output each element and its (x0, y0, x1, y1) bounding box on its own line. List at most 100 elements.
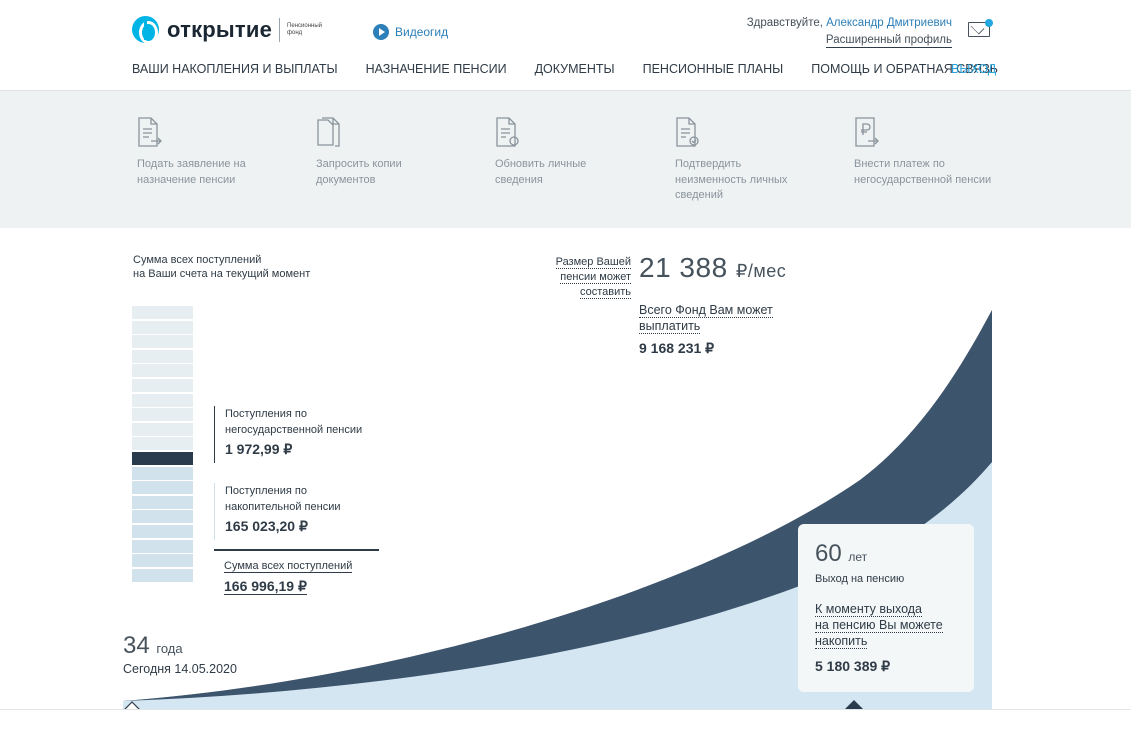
summary-title: Сумма всех поступлений на Ваши счета на … (133, 254, 310, 281)
pension-amount: 21 388 (639, 252, 728, 283)
logo[interactable]: открытие Пенсионный фонд (132, 16, 329, 44)
user-name[interactable]: Александр Дмитриевич (826, 17, 952, 29)
pension-size-label[interactable]: Размер Вашей пенсии может составить (540, 255, 631, 300)
current-age: 34 года (123, 632, 183, 660)
stack-segment (132, 408, 193, 422)
bottom-divider (0, 709, 1131, 710)
stack-segment-funded (132, 495, 193, 509)
total-value: 166 996,19 ₽ (224, 578, 307, 595)
play-icon (373, 24, 389, 40)
action-label: Запросить копии документов (316, 158, 402, 186)
fund-label-line: выплатить (639, 319, 701, 334)
document-check-icon (675, 117, 701, 149)
ruble-document-icon (854, 117, 880, 149)
action-update-info[interactable]: Обновить личные сведения (495, 117, 635, 188)
retire-marker-icon (845, 700, 863, 709)
stack-segment (132, 320, 193, 334)
retire-sub: Выход на пенсию (815, 573, 905, 585)
retire-age-value: 60 (815, 540, 842, 567)
stack-segment (132, 306, 193, 319)
accum-line: на пенсию Вы можете (815, 618, 943, 633)
stack-segment-funded (132, 539, 193, 553)
stack-segment-funded (132, 554, 193, 568)
retirement-card: 60 лет Выход на пенсию К моменту выхода … (798, 524, 974, 692)
stack-segment-funded (132, 524, 193, 538)
logo-subtitle: Пенсионный фонд (287, 22, 322, 36)
stack-segment (132, 364, 193, 378)
stack-segment (132, 335, 193, 349)
greeting: Здравствуйте, Александр Дмитриевич (747, 17, 952, 29)
fund-payout-label[interactable]: Всего Фонд Вам может выплатить (639, 302, 789, 334)
header-divider (0, 90, 1131, 91)
legend-nongov: Поступления по негосударственной пенсии … (214, 406, 374, 463)
retire-age-unit: лет (848, 550, 868, 564)
pension-unit: ₽/мес (735, 261, 787, 281)
stack-segment-funded (132, 510, 193, 524)
stack-segment-funded (132, 481, 193, 495)
summary-title-line: Сумма всех поступлений (133, 254, 262, 266)
action-label: Обновить личные сведения (495, 158, 587, 186)
pension-label-line: пенсии может (560, 271, 631, 284)
nav-item-documents[interactable]: ДОКУМЕНТЫ (534, 62, 615, 76)
copy-document-icon (316, 117, 342, 149)
pension-value: 21 388 ₽/мес (639, 252, 786, 284)
legend-funded-label: Поступления по накопительной пенсии (225, 485, 341, 513)
growth-area-funded (123, 462, 992, 710)
action-request-copies[interactable]: Запросить копии документов (316, 117, 456, 188)
fund-payout-value: 9 168 231 ₽ (639, 340, 715, 356)
document-arrow-icon (137, 117, 163, 149)
total-label-link[interactable]: Сумма всех поступлений (224, 560, 353, 573)
action-apply-pension[interactable]: Подать заявление на назначение пенсии (137, 117, 277, 188)
nav-item-savings[interactable]: ВАШИ НАКОПЛЕНИЯ И ВЫПЛАТЫ (132, 62, 338, 76)
current-age-unit: года (156, 641, 183, 656)
greeting-prefix: Здравствуйте, (746, 17, 827, 29)
stack-segment (132, 393, 193, 407)
current-marker-icon (123, 701, 141, 710)
stack-segment-funded (132, 568, 193, 582)
today-date: Сегодня 14.05.2020 (123, 662, 237, 676)
action-label: Подтвердить неизменность личных сведений (675, 158, 788, 201)
fund-label-line: Всего Фонд Вам может (639, 303, 773, 318)
logo-icon (132, 16, 159, 44)
retire-age: 60 лет (815, 541, 957, 570)
action-make-payment[interactable]: Внести платеж по негосударственной пенси… (854, 117, 994, 188)
total-divider (214, 549, 379, 551)
quick-actions: Подать заявление на назначение пенсии За… (0, 91, 1131, 228)
action-label: Внести платеж по негосударственной пенси… (854, 158, 992, 186)
mail-icon[interactable] (968, 22, 990, 37)
contributions-stack (132, 306, 193, 583)
nav-item-exit[interactable]: ВЫХОД (951, 62, 997, 76)
growth-chart (123, 310, 992, 710)
stack-segment (132, 349, 193, 363)
nav-item-pension-assignment[interactable]: НАЗНАЧЕНИЕ ПЕНСИИ (365, 62, 507, 76)
logo-text: открытие (167, 16, 273, 42)
accum-line: К моменту выхода (815, 602, 922, 617)
pension-label-line: Размер Вашей (555, 256, 631, 269)
nav-item-help[interactable]: ПОМОЩЬ И ОБРАТНАЯ СВЯЗЬ (811, 62, 998, 76)
legend-funded: Поступления по накопительной пенсии 165 … (214, 483, 374, 540)
accumulation-label[interactable]: К моменту выхода на пенсию Вы можете нак… (815, 601, 957, 649)
action-label: Подать заявление на назначение пенсии (137, 158, 246, 186)
action-confirm-info[interactable]: Подтвердить неизменность личных сведений (675, 117, 815, 204)
logo-divider (279, 17, 281, 42)
extended-profile-link[interactable]: Расширенный профиль (825, 34, 952, 48)
legend-funded-value: 165 023,20 ₽ (225, 518, 308, 534)
legend-nongov-label: Поступления по негосударственной пенсии (225, 408, 363, 436)
stack-segment-funded (132, 466, 193, 480)
accum-line: накопить (815, 634, 868, 649)
nav-item-pension-plans[interactable]: ПЕНСИОННЫЕ ПЛАНЫ (642, 62, 784, 76)
video-guide-link[interactable]: Видеогид (373, 24, 448, 40)
current-age-value: 34 (123, 632, 150, 659)
accumulation-value: 5 180 389 ₽ (815, 658, 891, 674)
video-guide-label: Видеогид (395, 25, 449, 39)
document-refresh-icon (495, 117, 521, 149)
legend-nongov-value: 1 972,99 ₽ (225, 441, 293, 457)
summary-title-line: на Ваши счета на текущий момент (133, 267, 311, 280)
main-nav: ВАШИ НАКОПЛЕНИЯ И ВЫПЛАТЫ НАЗНАЧЕНИЕ ПЕН… (132, 62, 1026, 76)
notification-dot (985, 19, 993, 27)
stack-segment (132, 378, 193, 392)
stack-segment-nongov (132, 451, 193, 465)
stack-segment (132, 437, 193, 451)
pension-label-line: составить (579, 286, 631, 299)
stack-segment (132, 422, 193, 436)
